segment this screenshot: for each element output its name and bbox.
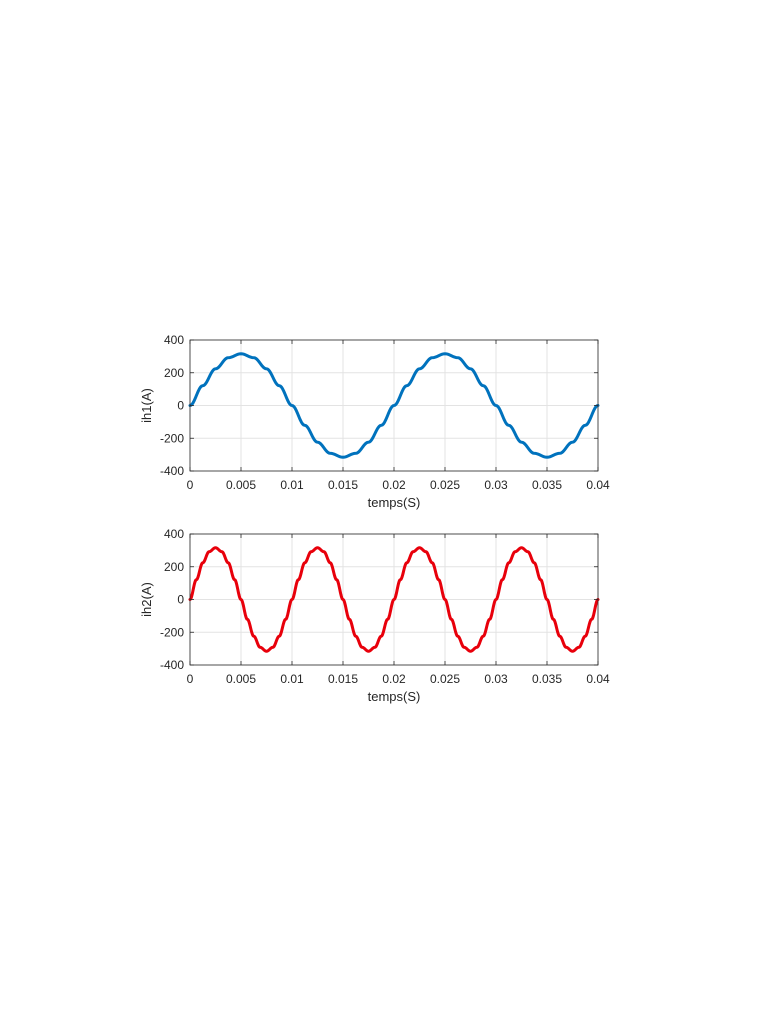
x-tick-label: 0.01 [280, 672, 304, 686]
y-tick-label: -400 [160, 658, 184, 672]
y-tick-label: 400 [164, 333, 184, 347]
x-tick-label: 0.005 [226, 672, 256, 686]
y-axis-label: ih1(A) [139, 388, 154, 423]
x-tick-label: 0.02 [382, 478, 406, 492]
x-axis-label: temps(S) [368, 495, 421, 510]
chart-panel-2: 0 0.005 0.01 0.015 0.02 0.025 0.03 0.035 0.04 400… [139, 527, 610, 704]
series-line-1 [188, 352, 600, 459]
chart-panel-1: 0 0.005 0.01 0.015 0.02 0.025 0.03 0.035 0.04 400… [139, 333, 610, 510]
y-tick-label: 200 [164, 366, 184, 380]
x-tick-label: 0.03 [484, 478, 508, 492]
x-tick-label: 0.015 [328, 672, 358, 686]
x-tick-label: 0 [187, 478, 194, 492]
x-tick-label: 0.02 [382, 672, 406, 686]
series-line-1 [188, 546, 600, 653]
x-tick-label: 0.035 [532, 478, 562, 492]
y-tick-label: -200 [160, 431, 184, 445]
y-tick-label: 200 [164, 560, 184, 574]
y-tick-label: 0 [177, 593, 184, 607]
x-tick-label: 0.01 [280, 478, 304, 492]
y-tick-label: 400 [164, 527, 184, 541]
x-tick-label: 0.025 [430, 478, 460, 492]
x-tick-label: 0.04 [586, 478, 610, 492]
y-tick-label: 0 [177, 399, 184, 413]
y-tick-label: -400 [160, 464, 184, 478]
x-tick-label: 0.015 [328, 478, 358, 492]
x-tick-label: 0 [187, 672, 194, 686]
x-tick-label: 0.035 [532, 672, 562, 686]
x-tick-label: 0.04 [586, 672, 610, 686]
y-tick-label: -200 [160, 625, 184, 639]
x-axis-label: temps(S) [368, 689, 421, 704]
y-axis-label: ih2(A) [139, 582, 154, 617]
x-tick-label: 0.005 [226, 478, 256, 492]
x-tick-label: 0.03 [484, 672, 508, 686]
x-tick-label: 0.025 [430, 672, 460, 686]
